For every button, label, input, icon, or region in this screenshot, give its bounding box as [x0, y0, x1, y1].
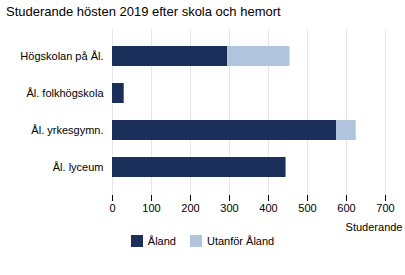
svg-text:500: 500 [298, 202, 316, 214]
svg-text:300: 300 [220, 202, 238, 214]
html-text:Utanför Åland: Utanför Åland [206, 235, 275, 247]
svg-text:400: 400 [259, 202, 277, 214]
svg-text:100: 100 [142, 202, 160, 214]
svg-text:600: 600 [337, 202, 355, 214]
svg-text:200: 200 [181, 202, 199, 214]
html-text:Åland: Åland [147, 235, 176, 247]
svg-text:Högskolan på Ål.: Högskolan på Ål. [20, 50, 103, 62]
svg-text:Ål. yrkesgymn.: Ål. yrkesgymn. [31, 124, 103, 136]
html-text:Studerande hösten 2019 efter s: Studerande hösten 2019 efter skola och h… [6, 4, 281, 19]
svg-text:Ål. folkhögskola: Ål. folkhögskola [26, 87, 104, 99]
svg-text:0: 0 [109, 202, 115, 214]
svg-text:700: 700 [376, 202, 394, 214]
svg-text:Ål. lyceum: Ål. lyceum [53, 161, 104, 173]
svg-text:Studerande: Studerande [346, 221, 403, 233]
